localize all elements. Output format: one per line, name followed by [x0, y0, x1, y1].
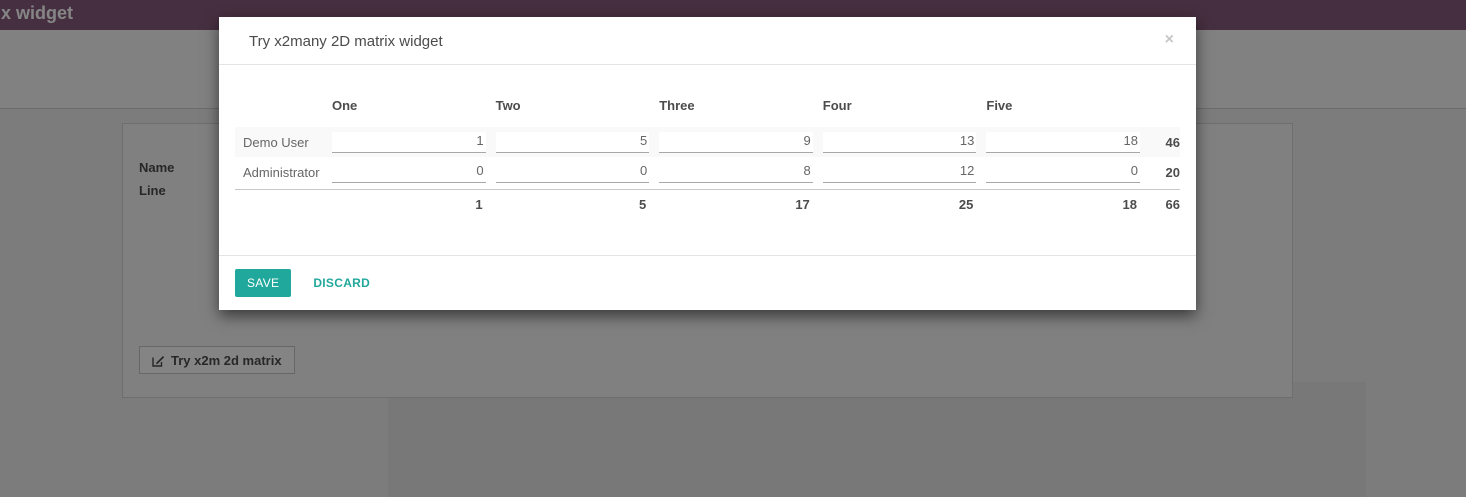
matrix-cell-input[interactable] [986, 161, 1140, 183]
background-panel [388, 382, 1366, 497]
column-header-two: Two [495, 98, 521, 113]
edit-icon [152, 354, 165, 367]
record-title: x widget [1, 3, 74, 23]
dialog-header: Try x2many 2D matrix widget × [219, 17, 1196, 65]
matrix-cell-input[interactable] [495, 161, 650, 183]
column-total: 1 [475, 197, 483, 212]
row-total: 46 [1165, 134, 1180, 150]
column-total: 17 [795, 197, 810, 212]
matrix-cell-input[interactable] [659, 161, 813, 183]
matrix-dialog: Try x2many 2D matrix widget × One Two Th… [219, 17, 1196, 310]
column-header-one: One [332, 98, 358, 113]
grand-total: 66 [1165, 197, 1180, 212]
column-total: 18 [1122, 197, 1137, 212]
matrix-row-demo-user: Demo User 46 [235, 127, 1180, 157]
line-field-label: Line [139, 183, 166, 198]
discard-button[interactable]: DISCARD [313, 276, 371, 290]
column-total: 25 [958, 197, 974, 212]
dialog-body: One Two Three Four Five Demo User 46 Adm… [219, 65, 1196, 255]
matrix-totals-row: 1 5 17 25 18 66 [235, 189, 1180, 212]
row-label: Administrator [243, 164, 320, 180]
column-header-five: Five [986, 98, 1013, 113]
matrix-cell-input[interactable] [986, 131, 1140, 153]
matrix-cell-input[interactable] [822, 161, 977, 183]
try-x2m-2d-matrix-button-label: Try x2m 2d matrix [171, 352, 282, 368]
column-total: 5 [638, 197, 647, 212]
dialog-footer: SAVE DISCARD [219, 255, 1196, 310]
matrix-cell-input[interactable] [822, 131, 977, 153]
row-label: Demo User [243, 134, 309, 150]
save-button[interactable]: SAVE [235, 269, 292, 297]
matrix-cell-input[interactable] [495, 131, 650, 153]
matrix-cell-input[interactable] [332, 131, 486, 153]
row-total: 20 [1165, 164, 1180, 180]
column-header-four: Four [822, 98, 852, 113]
matrix-row-administrator: Administrator 20 [235, 157, 1180, 187]
close-icon[interactable]: × [1164, 31, 1174, 48]
dialog-title: Try x2many 2D matrix widget [249, 33, 443, 50]
name-field-label: Name [139, 160, 175, 175]
matrix-cell-input[interactable] [659, 131, 813, 153]
try-x2m-2d-matrix-button[interactable]: Try x2m 2d matrix [139, 346, 295, 374]
matrix-cell-input[interactable] [332, 161, 486, 183]
matrix-header-row: One Two Three Four Five [235, 87, 1180, 117]
column-header-three: Three [659, 98, 695, 113]
